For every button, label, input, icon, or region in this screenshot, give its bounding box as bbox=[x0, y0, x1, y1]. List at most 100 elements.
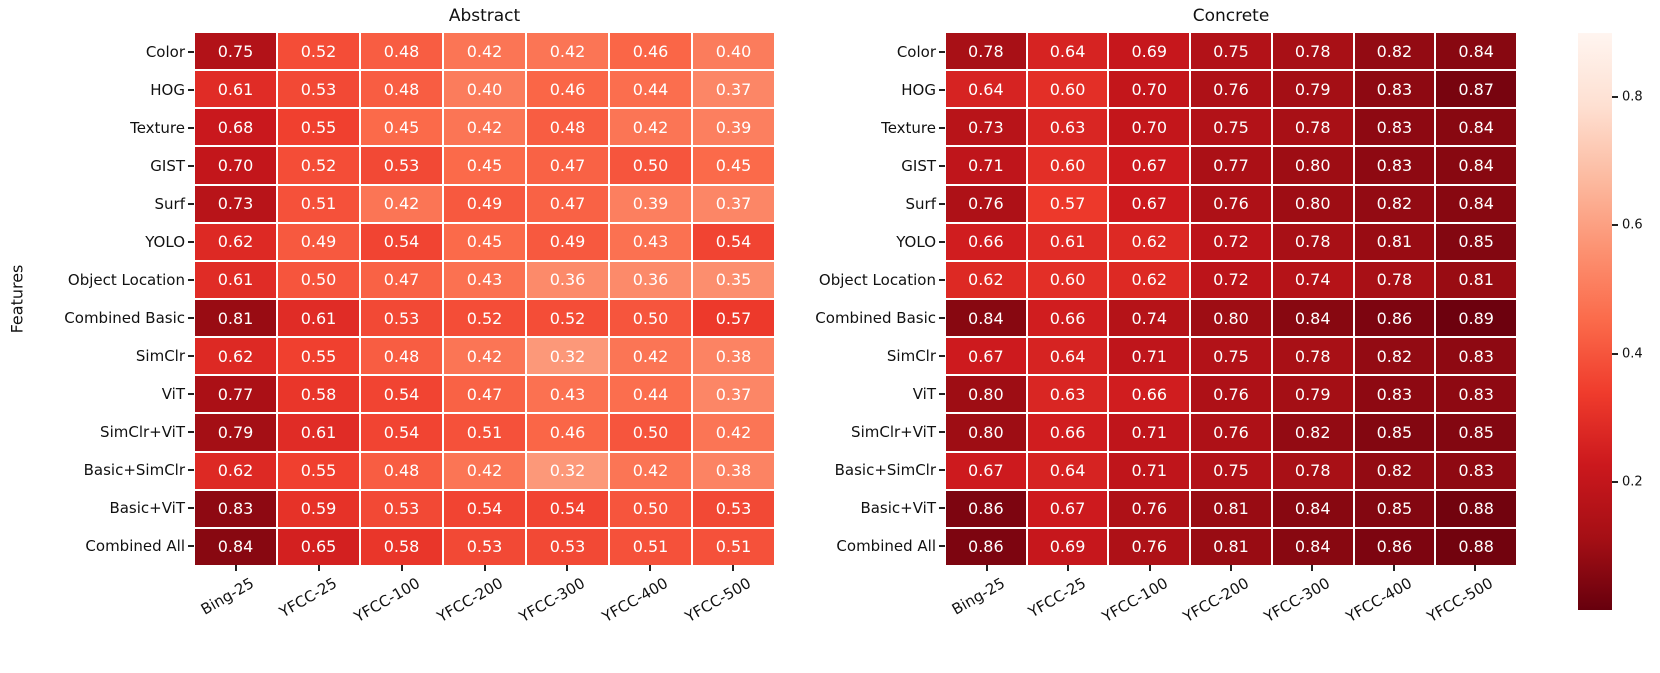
heatmap-cell: 0.83 bbox=[1436, 452, 1516, 489]
heatmap-cell: 0.75 bbox=[1191, 452, 1271, 489]
heatmap-cell: 0.53 bbox=[278, 71, 359, 108]
colorbar-tick-mark bbox=[1612, 352, 1618, 355]
heatmap-cell: 0.69 bbox=[1027, 528, 1108, 565]
x-tick-mark bbox=[1230, 565, 1232, 571]
heatmap-cell: 0.53 bbox=[361, 490, 442, 527]
heatmap-cell: 0.84 bbox=[1272, 490, 1353, 527]
heatmap-cell: 0.70 bbox=[1109, 71, 1190, 108]
heatmap-cell: 0.63 bbox=[1027, 109, 1108, 146]
y-tick-label: Basic+SimClr bbox=[83, 461, 185, 479]
heatmap-cell: 0.45 bbox=[444, 223, 525, 260]
y-tick-label: Combined Basic bbox=[64, 309, 185, 327]
x-tick-mark bbox=[566, 565, 569, 571]
heatmap-cell: 0.70 bbox=[1109, 109, 1190, 146]
heatmap-cell: 0.55 bbox=[278, 338, 359, 375]
heatmap-cell: 0.51 bbox=[693, 528, 774, 565]
heatmap-cell: 0.57 bbox=[1027, 185, 1108, 222]
heatmap-cell: 0.37 bbox=[693, 71, 774, 108]
heatmap-cell: 0.44 bbox=[610, 71, 691, 108]
y-tick-mark bbox=[188, 279, 194, 281]
heatmap-cell: 0.53 bbox=[693, 490, 774, 527]
x-tick-mark bbox=[648, 565, 651, 571]
y-tick-mark bbox=[939, 279, 945, 281]
heatmap-cell: 0.81 bbox=[1191, 528, 1271, 565]
heatmap-cell: 0.60 bbox=[1027, 261, 1108, 298]
heatmap-cell: 0.54 bbox=[361, 223, 442, 260]
y-tick-label: HOG bbox=[150, 81, 185, 99]
colorbar-tick-label: 0.8 bbox=[1622, 89, 1643, 105]
y-tick-label: Basic+ViT bbox=[860, 499, 936, 517]
heatmap-cell: 0.71 bbox=[1109, 452, 1190, 489]
heatmap-cell: 0.83 bbox=[1354, 109, 1435, 146]
heatmap-cell: 0.69 bbox=[1109, 33, 1190, 70]
heatmap-cell: 0.45 bbox=[444, 147, 525, 184]
y-tick-label: GIST bbox=[150, 157, 185, 175]
heatmap-cell: 0.84 bbox=[946, 299, 1026, 337]
colorbar-tick-mark bbox=[1612, 96, 1618, 99]
heatmap-cell: 0.49 bbox=[527, 223, 608, 260]
heatmap-cell: 0.81 bbox=[1191, 490, 1271, 527]
heatmap-cell: 0.60 bbox=[1027, 71, 1108, 108]
heatmap-cell: 0.43 bbox=[610, 223, 691, 260]
heatmap-cell: 0.83 bbox=[1354, 376, 1435, 413]
heatmap-cell: 0.52 bbox=[444, 299, 525, 337]
colorbar-tick-mark bbox=[1612, 480, 1618, 483]
y-tick-label: Object Location bbox=[818, 271, 936, 289]
heatmap-cell: 0.61 bbox=[1027, 223, 1108, 260]
heatmap-cell: 0.88 bbox=[1436, 490, 1516, 527]
heatmap-cell: 0.45 bbox=[361, 109, 442, 146]
heatmap-cell: 0.42 bbox=[610, 338, 691, 375]
heatmap-cell: 0.78 bbox=[1272, 33, 1353, 70]
y-tick-mark bbox=[939, 317, 945, 319]
y-tick-label: ViT bbox=[161, 385, 185, 403]
heatmap-cell: 0.42 bbox=[444, 109, 525, 146]
heatmap-cell: 0.64 bbox=[1027, 338, 1108, 375]
heatmap-cell: 0.42 bbox=[444, 33, 525, 70]
heatmap-cell: 0.52 bbox=[278, 147, 359, 184]
heatmap-cell: 0.78 bbox=[1272, 338, 1353, 375]
heatmap-cell: 0.35 bbox=[693, 261, 774, 298]
chart-title-abstract: Abstract bbox=[448, 6, 521, 26]
heatmap-cell: 0.66 bbox=[1027, 414, 1108, 451]
y-tick-mark bbox=[188, 317, 194, 319]
heatmap-cell: 0.71 bbox=[1109, 414, 1190, 451]
y-tick-mark bbox=[939, 89, 945, 91]
heatmap-cell: 0.54 bbox=[693, 223, 774, 260]
y-tick-mark bbox=[188, 127, 194, 129]
heatmap-cell: 0.78 bbox=[1354, 261, 1435, 298]
heatmap-cell: 0.79 bbox=[195, 414, 276, 451]
heatmap-cell: 0.67 bbox=[946, 338, 1026, 375]
heatmap-cell: 0.76 bbox=[1191, 185, 1271, 222]
heatmap-cell: 0.73 bbox=[195, 185, 276, 222]
y-tick-label: Color bbox=[896, 43, 936, 61]
heatmap-cell: 0.50 bbox=[278, 261, 359, 298]
heatmap-cell: 0.77 bbox=[195, 376, 276, 413]
heatmap-cell: 0.85 bbox=[1436, 414, 1516, 451]
heatmap-cell: 0.75 bbox=[195, 33, 276, 70]
heatmap-cell: 0.85 bbox=[1354, 490, 1435, 527]
heatmap-cell: 0.82 bbox=[1354, 33, 1435, 70]
heatmap-cell: 0.54 bbox=[361, 414, 442, 451]
heatmap-cell: 0.40 bbox=[693, 33, 774, 70]
heatmap-cell: 0.32 bbox=[527, 338, 608, 375]
heatmap-grid-abstract: 0.75 0.52 0.48 0.42 0.42 0.46 0.40 0.61 0.53 0.48… bbox=[195, 33, 774, 565]
heatmap-cell: 0.46 bbox=[527, 414, 608, 451]
heatmap-cell: 0.62 bbox=[195, 223, 276, 260]
heatmap-cell: 0.40 bbox=[444, 71, 525, 108]
x-tick-mark bbox=[1311, 565, 1314, 571]
y-tick-label: YOLO bbox=[896, 233, 936, 251]
heatmap-cell: 0.60 bbox=[1027, 147, 1108, 184]
heatmap-cell: 0.46 bbox=[610, 33, 691, 70]
heatmap-cell: 0.49 bbox=[444, 185, 525, 222]
heatmap-cell: 0.54 bbox=[527, 490, 608, 527]
x-tick-mark bbox=[1148, 565, 1151, 571]
heatmap-cell: 0.76 bbox=[1191, 414, 1271, 451]
heatmap-cell: 0.39 bbox=[610, 185, 691, 222]
heatmap-cell: 0.84 bbox=[1436, 109, 1516, 146]
heatmap-cell: 0.83 bbox=[1354, 71, 1435, 108]
x-tick-mark bbox=[318, 565, 321, 571]
heatmap-cell: 0.58 bbox=[361, 528, 442, 565]
heatmap-cell: 0.86 bbox=[1354, 299, 1435, 337]
heatmap-cell: 0.50 bbox=[610, 147, 691, 184]
heatmap-cell: 0.80 bbox=[946, 414, 1026, 451]
